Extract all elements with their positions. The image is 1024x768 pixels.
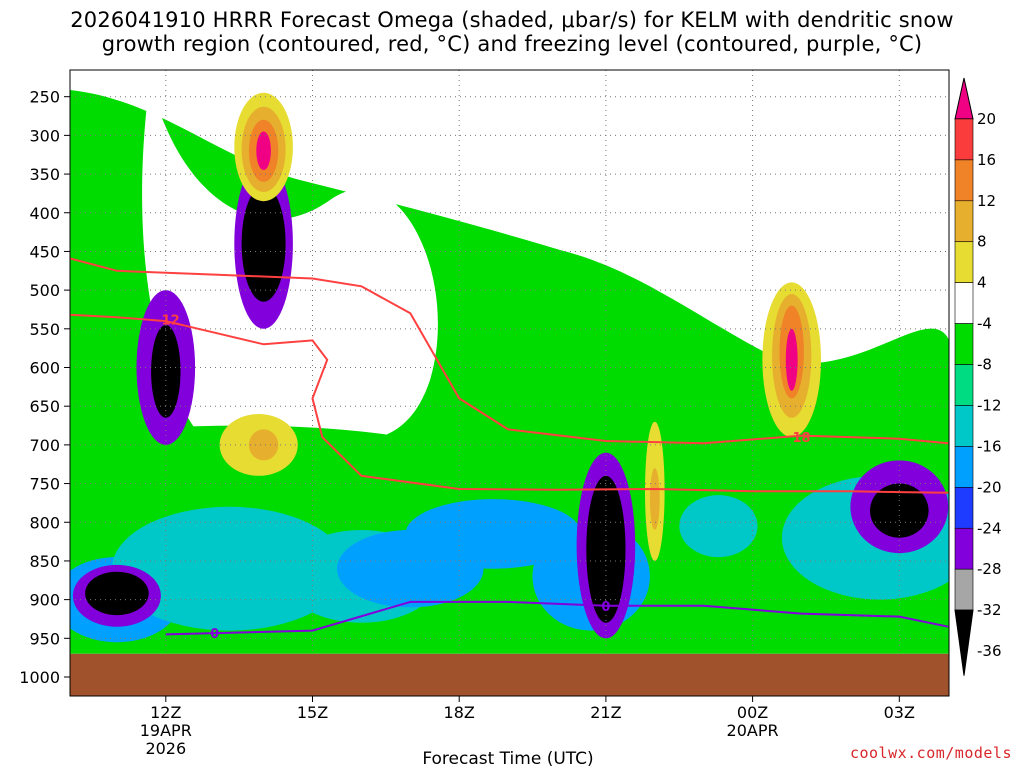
dgz-contour-minus18 <box>70 257 949 445</box>
y-tick-label-12: 850 <box>29 552 60 571</box>
colorbar-label-7: -12 <box>977 396 1002 414</box>
y-tick-label-3: 400 <box>29 204 60 223</box>
x-tick-label-1: 15Z <box>297 703 328 722</box>
colorbar-box-7 <box>954 364 974 406</box>
credit-text: coolwx.com/models <box>849 744 1012 762</box>
x-tick-label-3: 21Z <box>590 703 621 722</box>
colorbar-box-3 <box>954 200 974 243</box>
colorbar-label-5: -4 <box>977 315 992 333</box>
colorbar-top-arrow <box>954 77 974 120</box>
x-axis-label: Forecast Time (UTC) <box>422 749 593 768</box>
omega-blob-23 <box>591 491 621 616</box>
dgz-contour-minus12 <box>70 313 949 494</box>
colorbar-box-12 <box>954 568 974 611</box>
x-tick-label-2: 18Z <box>444 703 475 722</box>
colorbar-label-0: 20 <box>977 110 996 128</box>
axes: 250 300 350 400 450 500 550 600 650 700 750 800 850 9… <box>19 69 950 758</box>
colorbar-label-12: -32 <box>977 601 1002 619</box>
colorbar-label-10: -24 <box>977 519 1002 537</box>
omega-blob-14 <box>92 576 142 608</box>
colorbar-box-9 <box>954 446 974 488</box>
plot-frame <box>69 69 950 697</box>
ground-surface <box>70 653 949 696</box>
freezing-level-contour <box>165 600 949 636</box>
colorbar-label-11: -28 <box>977 560 1002 578</box>
omega-blob-8 <box>405 499 582 569</box>
x-tick-label-4: 00Z <box>737 703 768 722</box>
y-tick-label-2: 350 <box>29 165 60 184</box>
y-tick-label-8: 650 <box>29 397 60 416</box>
contour-label-0: 12 <box>162 314 180 329</box>
colorbar-box-1 <box>954 118 974 161</box>
colorbar-box-6 <box>954 323 974 365</box>
omega-blob-36 <box>248 429 279 461</box>
x-tick-label-0: 12Z <box>150 703 181 722</box>
omega-blob-34 <box>785 328 798 391</box>
colorbar-label-9: -20 <box>977 478 1002 496</box>
y-tick-label-6: 550 <box>29 320 60 339</box>
chart-title-line-1: 2026041910 HRRR Forecast Omega (shaded, … <box>70 8 954 32</box>
x-tick-sublabel-4: 20APR <box>727 721 779 740</box>
omega-blob-30 <box>256 131 271 171</box>
colorbar-label-1: 16 <box>977 151 996 169</box>
colorbar-label-3: 8 <box>977 233 987 251</box>
y-tick-label-10: 750 <box>29 475 60 494</box>
y-tick-label-0: 250 <box>29 88 60 107</box>
omega-blob-26 <box>887 492 912 521</box>
colorbar: 20 16 12 8 4 -4 -8 -12 -16 -20 -24 -28 -32 -36 <box>954 77 1002 676</box>
colorbar-box-2 <box>954 159 974 202</box>
x-tick-sublabel-0: 19APR <box>140 721 192 740</box>
y-tick-label-1: 300 <box>29 126 60 145</box>
chart-title-line-2: growth region (contoured, red, °C) and f… <box>101 32 923 56</box>
colorbar-box-8 <box>954 405 974 447</box>
colorbar-box-4 <box>954 241 974 283</box>
contours: 12 18 0 0 <box>70 257 949 642</box>
x-tick-label-5: 03Z <box>884 703 915 722</box>
colorbar-label-6: -8 <box>977 356 992 374</box>
colorbar-box-11 <box>954 527 974 570</box>
colorbar-label-13: -36 <box>977 642 1002 660</box>
omega-blob-10 <box>679 495 758 558</box>
colorbar-box-10 <box>954 487 974 529</box>
omega-blob-20 <box>246 197 281 298</box>
x-tick-year-0: 2026 <box>145 739 186 758</box>
y-tick-label-9: 700 <box>29 436 60 455</box>
y-tick-label-7: 600 <box>29 359 60 378</box>
y-tick-label-15: 1000 <box>19 668 60 687</box>
y-tick-label-5: 500 <box>29 281 60 300</box>
ground-rect <box>70 653 949 696</box>
contour-label-2: 0 <box>210 627 219 642</box>
colorbar-label-2: 12 <box>977 192 996 210</box>
colorbar-bottom-arrow <box>954 609 974 676</box>
y-tick-label-13: 900 <box>29 591 60 610</box>
contour-label-3: 0 <box>601 600 610 615</box>
y-tick-label-11: 800 <box>29 513 60 532</box>
y-tick-label-4: 450 <box>29 242 60 261</box>
colorbar-box-5 <box>954 282 974 324</box>
contour-label-1: 18 <box>792 431 810 446</box>
colorbar-label-8: -16 <box>977 437 1002 455</box>
y-tick-label-14: 950 <box>29 629 60 648</box>
omega-blob-38 <box>649 468 660 530</box>
colorbar-label-4: 4 <box>977 274 987 292</box>
